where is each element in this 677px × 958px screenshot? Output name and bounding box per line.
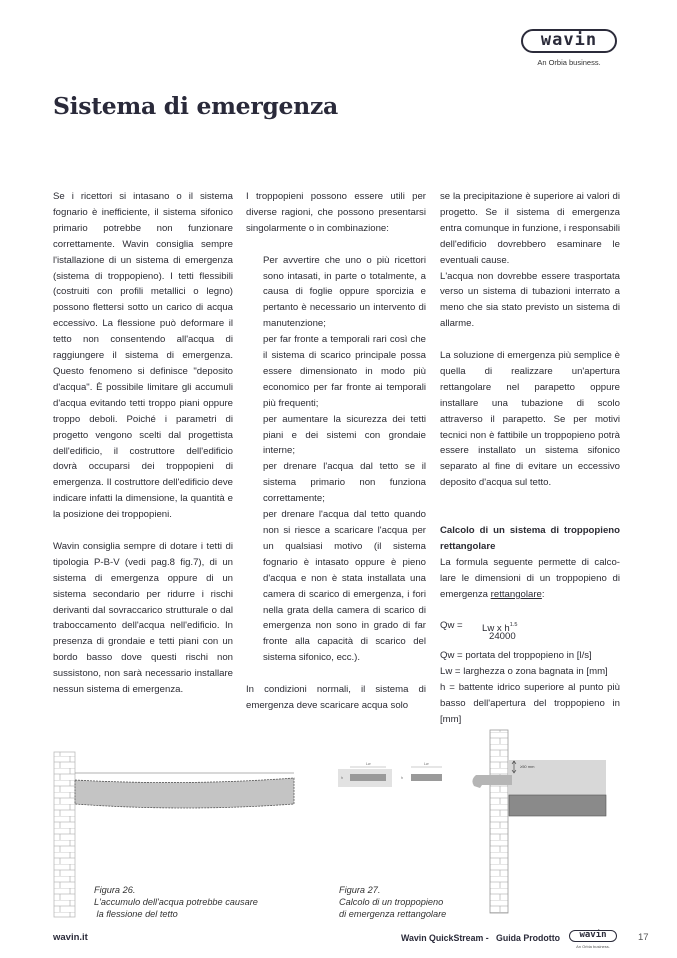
formula-exponent: 1.5 — [509, 622, 518, 629]
brick-wall — [53, 751, 76, 918]
lw-label: Lw — [424, 762, 429, 766]
figure-26-diagram — [53, 751, 295, 918]
column-1: Se i ricettori si intasano o il sistema … — [53, 189, 233, 698]
formula-numerator: Lw x h1.5 — [482, 618, 517, 637]
paragraph: In condizioni normali, il sistema di eme… — [246, 684, 426, 711]
caption-line: L'accumulo dell'acqua potrebbe causare — [94, 897, 258, 907]
formula-lhs: Qw = — [440, 620, 463, 632]
paragraph: La soluzione di emergenza più semplice è… — [440, 350, 620, 489]
water-layer — [509, 760, 606, 795]
paragraph: La formula seguente permette di calco-la… — [440, 555, 620, 603]
height-arrow — [511, 760, 517, 774]
figure-label: Figura 26. — [94, 885, 136, 895]
caption-line: la flessione del tetto — [94, 909, 178, 919]
definition: h = battente idrico superiore al punto p… — [440, 682, 620, 726]
figure-26-caption: Figura 26. L'accumulo dell'acqua potrebb… — [94, 884, 258, 920]
paragraph: se la precipitazione è superiore ai valo… — [440, 191, 620, 266]
page-number: 17 — [638, 932, 649, 943]
paragraph: Wavin consiglia sempre di dotare i tetti… — [53, 540, 233, 696]
page-title: Sistema di emergenza — [53, 92, 338, 120]
column-2: I troppopieni possono essere utili per d… — [246, 189, 426, 714]
parapet-brick-wall — [489, 729, 509, 914]
opening-detail-2 — [411, 774, 442, 781]
definition: Qw = portata del troppopieno in [l/s] — [440, 650, 592, 662]
footer-logo-tagline: An Orbia business. — [576, 944, 610, 949]
list-item: per far fronte a temporali rari così che… — [263, 334, 426, 409]
paragraph: L'acqua non dovrebbe essere trasportata … — [440, 270, 620, 330]
caption-line: di emergenza rettangolare — [339, 909, 447, 919]
section-heading: Calcolo di un sistema di troppopieno ret… — [440, 524, 620, 552]
sagging-roof — [74, 777, 295, 809]
column-3: se la precipitazione è superiore ai valo… — [440, 189, 620, 728]
list-item: per aumentare la sicurezza dei tetti pia… — [263, 413, 426, 457]
formula-intro-underlined: rettangolare — [490, 588, 542, 600]
figure-27-caption: Figura 27. Calcolo di un troppopieno di … — [339, 884, 446, 920]
caption-line: Calcolo di un troppopieno — [339, 897, 444, 907]
paragraph: I troppopieni possono essere utili per d… — [246, 191, 426, 234]
formula: Qw = Lw x h1.5 24000 — [440, 618, 620, 648]
footer-site-link[interactable]: wavin.it — [53, 932, 88, 943]
h-label: h — [401, 776, 403, 780]
lw-label: Lw — [366, 762, 371, 766]
h-label: h — [341, 776, 343, 780]
list-item: per drenare l'acqua dal tetto se il sist… — [263, 461, 426, 505]
list-item: Per avvertire che uno o più ricettori so… — [263, 254, 426, 330]
wavin-logo: wavin — [521, 29, 617, 53]
formula-intro-end: : — [541, 588, 545, 600]
paragraph: Se i ricettori si intasano o il sistema … — [53, 191, 233, 521]
footer-doc-title: Wavin QuickStream - Guida Prodotto — [400, 933, 560, 943]
list-item: per drenare l'acqua dal tetto quando non… — [263, 509, 426, 664]
overflow-spout — [472, 775, 512, 788]
logo-tagline: An Orbia business. — [537, 58, 601, 67]
dimension-label: ≥50 mm — [520, 764, 535, 769]
formula-intro: La formula seguente permette di calco-la… — [440, 556, 620, 600]
figure-label: Figura 27. — [339, 885, 381, 895]
roof-slab — [508, 794, 607, 817]
footer-wavin-logo: wavin — [569, 930, 617, 942]
formula-denominator: 24000 — [489, 631, 516, 643]
formula-numerator-text: Lw x h — [482, 623, 510, 635]
figure-27-diagram: Lw h Lw h ≥50 mm — [338, 729, 607, 914]
definition: Lw = larghezza o zona bagnata in [mm] — [440, 666, 608, 678]
opening-detail-1 — [350, 774, 386, 781]
